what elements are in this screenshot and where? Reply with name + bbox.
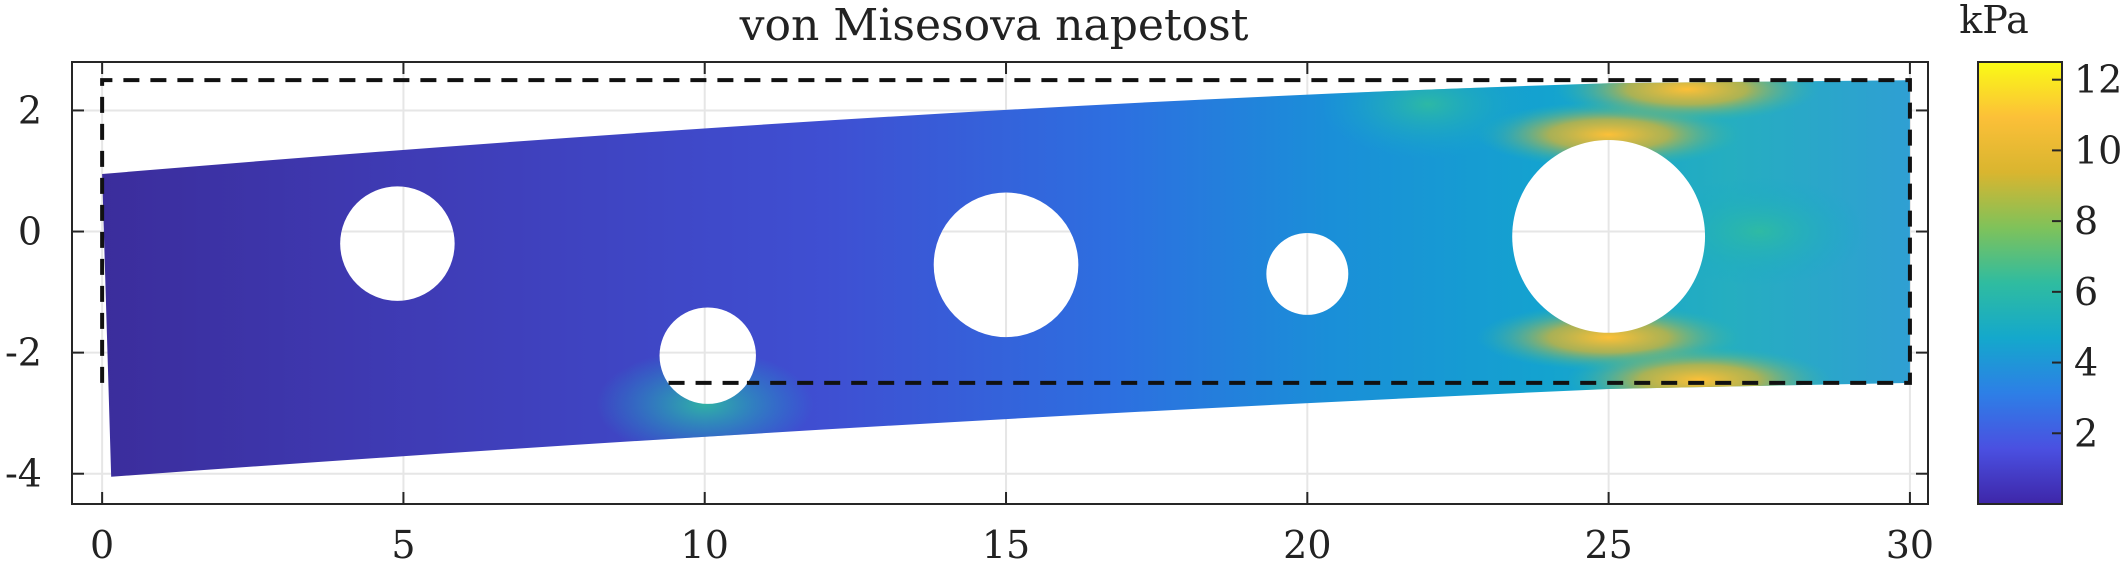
x-tick-label: 20 [1283, 523, 1331, 565]
colorbar-tick-label: 2 [2074, 411, 2098, 455]
y-tick-label: -2 [5, 331, 42, 375]
stress-hotspots [596, 80, 1868, 459]
colorbar-tick-label: 8 [2074, 199, 2098, 243]
stress-hotspot [1554, 80, 1820, 123]
x-tick-label: 25 [1584, 523, 1632, 565]
deformed-plate [102, 80, 1910, 477]
colorbar-tick-label: 4 [2074, 341, 2098, 385]
reference-outline [100, 78, 1912, 385]
colorbar-tick-label: 10 [2074, 128, 2121, 172]
stress-hotspot [596, 349, 814, 459]
colorbar-label: kPa [1959, 0, 2029, 42]
x-tick-label: 5 [391, 523, 415, 565]
colorbar-ticks: 2 4 6 8 10 12 [2052, 58, 2121, 455]
colorbar-tick-label: 12 [2074, 58, 2121, 102]
x-tick-label: 0 [90, 523, 114, 565]
x-tick-label: 10 [681, 523, 729, 565]
stress-hotspot [1319, 80, 1537, 159]
y-tick-label: 0 [18, 210, 42, 254]
chart-title: von Misesova napetost [739, 0, 1249, 51]
y-tick-label: -4 [5, 452, 42, 496]
colorbar: 2 4 6 8 10 12 kPa [1959, 0, 2121, 505]
x-tick-label: 30 [1886, 523, 1934, 565]
x-tick-label: 15 [982, 523, 1030, 565]
y-tick-label: 2 [18, 88, 42, 132]
colorbar-bar [1977, 61, 2063, 505]
axes-box [71, 61, 1929, 505]
stress-field [102, 80, 1910, 477]
stress-hotspot [1650, 177, 1868, 286]
colorbar-tick-label: 6 [2074, 270, 2098, 314]
